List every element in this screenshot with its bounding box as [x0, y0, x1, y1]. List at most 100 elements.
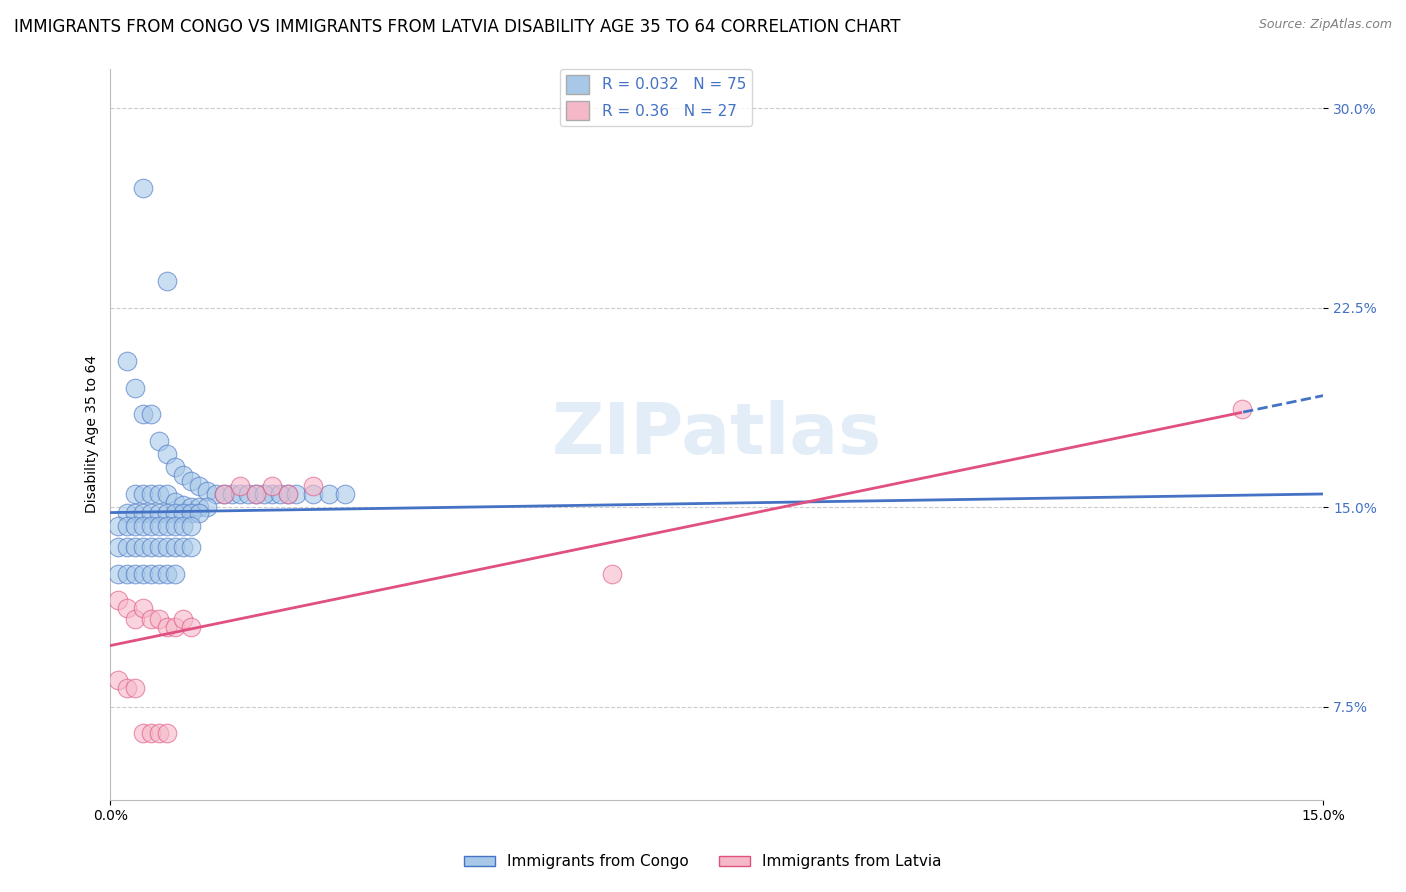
Point	[124, 566, 146, 581]
Point	[600, 566, 623, 581]
Point	[180, 474, 202, 488]
Point	[180, 519, 202, 533]
Point	[132, 519, 155, 533]
Y-axis label: Disability Age 35 to 64: Disability Age 35 to 64	[86, 355, 100, 513]
Point	[148, 506, 170, 520]
Point	[148, 612, 170, 626]
Point	[124, 381, 146, 395]
Point	[132, 601, 155, 615]
Point	[229, 479, 252, 493]
Point	[269, 487, 291, 501]
Point	[172, 506, 194, 520]
Point	[172, 519, 194, 533]
Point	[107, 540, 129, 554]
Point	[107, 566, 129, 581]
Point	[139, 519, 162, 533]
Point	[221, 487, 243, 501]
Text: ZIPatlas: ZIPatlas	[551, 400, 882, 468]
Point	[165, 519, 187, 533]
Point	[156, 519, 179, 533]
Point	[148, 434, 170, 448]
Point	[115, 354, 138, 368]
Point	[172, 540, 194, 554]
Point	[124, 681, 146, 695]
Point	[132, 487, 155, 501]
Point	[197, 484, 219, 499]
Point	[180, 540, 202, 554]
Point	[165, 566, 187, 581]
Point	[107, 593, 129, 607]
Point	[132, 726, 155, 740]
Point	[262, 479, 284, 493]
Point	[229, 487, 252, 501]
Point	[124, 612, 146, 626]
Point	[188, 506, 211, 520]
Point	[253, 487, 276, 501]
Point	[148, 566, 170, 581]
Point	[188, 479, 211, 493]
Point	[124, 540, 146, 554]
Point	[107, 673, 129, 687]
Point	[132, 181, 155, 195]
Point	[132, 540, 155, 554]
Point	[172, 498, 194, 512]
Legend: R = 0.032   N = 75, R = 0.36   N = 27: R = 0.032 N = 75, R = 0.36 N = 27	[561, 69, 752, 126]
Point	[333, 487, 356, 501]
Point	[156, 726, 179, 740]
Point	[180, 506, 202, 520]
Point	[165, 460, 187, 475]
Text: Source: ZipAtlas.com: Source: ZipAtlas.com	[1258, 18, 1392, 31]
Point	[277, 487, 299, 501]
Point	[156, 566, 179, 581]
Point	[139, 487, 162, 501]
Point	[115, 540, 138, 554]
Point	[148, 726, 170, 740]
Point	[301, 479, 323, 493]
Point	[156, 487, 179, 501]
Point	[124, 487, 146, 501]
Point	[139, 726, 162, 740]
Point	[165, 506, 187, 520]
Point	[245, 487, 267, 501]
Point	[132, 407, 155, 421]
Point	[139, 407, 162, 421]
Legend: Immigrants from Congo, Immigrants from Latvia: Immigrants from Congo, Immigrants from L…	[458, 848, 948, 875]
Point	[156, 274, 179, 288]
Point	[132, 506, 155, 520]
Point	[115, 601, 138, 615]
Point	[124, 519, 146, 533]
Point	[148, 519, 170, 533]
Point	[115, 566, 138, 581]
Point	[148, 540, 170, 554]
Point	[204, 487, 226, 501]
Point	[156, 506, 179, 520]
Point	[188, 500, 211, 515]
Point	[165, 540, 187, 554]
Point	[124, 506, 146, 520]
Point	[115, 681, 138, 695]
Point	[197, 500, 219, 515]
Point	[318, 487, 340, 501]
Point	[1232, 401, 1254, 416]
Point	[172, 612, 194, 626]
Point	[115, 506, 138, 520]
Point	[156, 447, 179, 461]
Point	[139, 506, 162, 520]
Point	[132, 566, 155, 581]
Point	[212, 487, 235, 501]
Point	[148, 487, 170, 501]
Point	[212, 487, 235, 501]
Point	[139, 612, 162, 626]
Point	[139, 566, 162, 581]
Point	[156, 540, 179, 554]
Point	[165, 620, 187, 634]
Point	[245, 487, 267, 501]
Point	[285, 487, 308, 501]
Point	[107, 519, 129, 533]
Point	[156, 620, 179, 634]
Point	[172, 468, 194, 483]
Point	[301, 487, 323, 501]
Point	[115, 519, 138, 533]
Point	[236, 487, 259, 501]
Text: IMMIGRANTS FROM CONGO VS IMMIGRANTS FROM LATVIA DISABILITY AGE 35 TO 64 CORRELAT: IMMIGRANTS FROM CONGO VS IMMIGRANTS FROM…	[14, 18, 901, 36]
